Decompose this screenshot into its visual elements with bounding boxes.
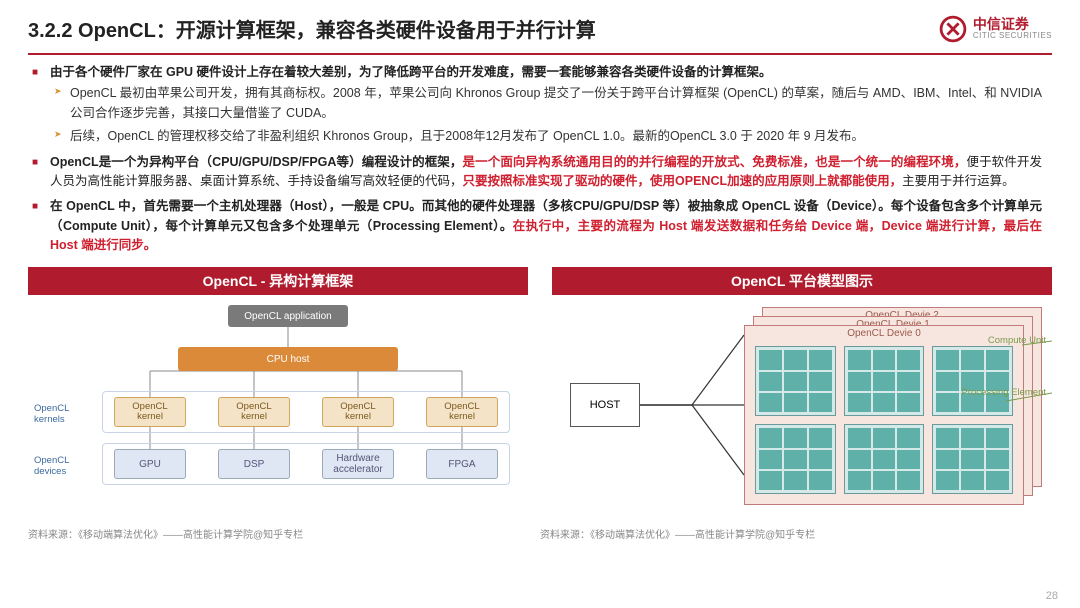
compute-unit [932,346,1013,416]
label-devices: OpenCL devices [34,455,94,477]
panels: OpenCL - 异构计算框架 OpenCL application CPU h… [0,261,1080,523]
box-cpu-host: CPU host [178,347,398,371]
right-diagram: HOST OpenCL Devie 2 OpenCL Devie 1 OpenC… [552,295,1052,523]
compute-unit [755,424,836,494]
compute-unit [844,424,925,494]
device-hwacc: Hardware accelerator [322,449,394,479]
left-panel-title: OpenCL - 异构计算框架 [28,267,528,295]
device-fpga: FPGA [426,449,498,479]
left-diagram: OpenCL application CPU host OpenCL kerne… [28,295,528,523]
header: 3.2.2 OpenCL：开源计算框架，兼容各类硬件设备用于并行计算 中信证券 … [0,0,1080,49]
device-dsp: DSP [218,449,290,479]
anno-compute-unit: Compute Unit [988,335,1046,346]
anno-processing-element: Processing Element [962,387,1046,398]
bullet-1: 由于各个硬件厂家在 GPU 硬件设计上存在着较大差别，为了降低跨平台的开发难度，… [50,63,1042,147]
left-panel: OpenCL - 异构计算框架 OpenCL application CPU h… [28,267,528,523]
logo-subtext: CITIC SECURITIES [973,31,1052,40]
kernel-box: OpenCL kernel [322,397,394,427]
device-gpu: GPU [114,449,186,479]
compute-unit [755,346,836,416]
opencl-device-0: OpenCL Devie 0 [744,325,1024,505]
label-kernels: OpenCL kernels [34,403,94,425]
host-box: HOST [570,383,640,427]
bullet-1b: 后续，OpenCL 的管理权移交给了非盈利组织 Khronos Group，且于… [70,127,1042,146]
source-left: 资料来源：《移动端算法优化》——高性能计算学院@知乎专栏 [28,526,540,541]
right-panel-title: OpenCL 平台模型图示 [552,267,1052,295]
source-right: 资料来源：《移动端算法优化》——高性能计算学院@知乎专栏 [540,526,1052,541]
bullet-list: 由于各个硬件厂家在 GPU 硬件设计上存在着较大差别，为了降低跨平台的开发难度，… [0,63,1080,255]
kernel-box: OpenCL kernel [218,397,290,427]
compute-unit [844,346,925,416]
box-app: OpenCL application [228,305,348,327]
bullet-3: 在 OpenCL 中，首先需要一个主机处理器（Host），一般是 CPU。而其他… [50,197,1042,255]
bullet-2: OpenCL是一个为异构平台（CPU/GPU/DSP/FPGA等）编程设计的框架… [50,153,1042,192]
right-panel: OpenCL 平台模型图示 HOST OpenCL Devie 2 OpenCL… [552,267,1052,523]
slide-title: 3.2.2 OpenCL：开源计算框架，兼容各类硬件设备用于并行计算 [28,14,939,43]
title-underline [28,53,1052,55]
bullet-1a: OpenCL 最初由苹果公司开发，拥有其商标权。2008 年，苹果公司向 Khr… [70,84,1042,123]
source-row: 资料来源：《移动端算法优化》——高性能计算学院@知乎专栏 资料来源：《移动端算法… [0,523,1080,541]
citic-logo-icon [939,15,967,43]
logo-text: 中信证券 [973,17,1052,31]
page-number: 28 [1046,590,1058,602]
compute-unit-grid [755,346,1013,494]
kernel-box: OpenCL kernel [426,397,498,427]
brand-logo: 中信证券 CITIC SECURITIES [939,15,1052,43]
compute-unit [932,424,1013,494]
kernel-box: OpenCL kernel [114,397,186,427]
